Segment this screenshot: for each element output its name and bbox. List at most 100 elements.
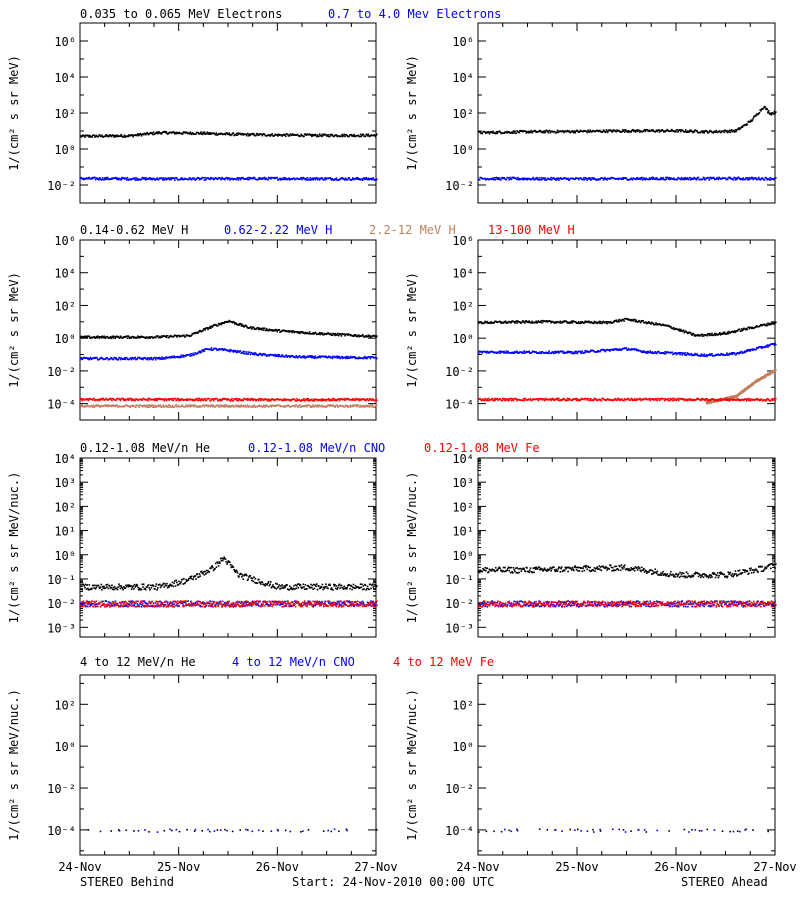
- data-point: [361, 335, 363, 337]
- data-point: [306, 405, 308, 408]
- data-point: [239, 406, 242, 408]
- data-point: [104, 337, 107, 340]
- data-point: [247, 353, 249, 355]
- data-point: [678, 352, 681, 354]
- data-point: [308, 355, 311, 357]
- y-tick-label: 10⁰: [54, 143, 76, 157]
- data-point: [563, 321, 565, 323]
- data-point: [694, 177, 697, 180]
- data-point: [275, 405, 277, 408]
- data-point: [654, 177, 657, 180]
- data-point: [202, 131, 204, 134]
- data-point: [171, 404, 174, 407]
- data-point: [326, 135, 329, 137]
- data-point: [276, 176, 278, 179]
- data-point: [604, 176, 606, 179]
- data-point: [672, 177, 675, 179]
- data-point: [276, 330, 278, 333]
- data-point: [487, 397, 490, 400]
- data-point: [313, 134, 316, 137]
- data-point: [541, 351, 544, 353]
- data-point: [286, 356, 288, 358]
- data-point: [509, 397, 512, 400]
- data-point: [208, 133, 211, 135]
- data-point: [202, 399, 205, 402]
- data-point: [636, 129, 638, 131]
- data-point: [688, 130, 691, 133]
- data-point: [312, 400, 314, 402]
- data-point: [246, 177, 249, 179]
- data-point: [149, 406, 151, 408]
- data-point: [748, 326, 750, 329]
- data-point: [222, 348, 224, 351]
- data-point: [731, 330, 734, 333]
- data-point: [478, 179, 481, 181]
- data-point: [605, 129, 608, 131]
- data-point: [755, 115, 757, 117]
- data-point: [258, 404, 261, 406]
- data-point: [721, 177, 723, 180]
- data-point: [217, 178, 219, 180]
- data-point: [251, 397, 254, 400]
- data-point: [323, 406, 326, 408]
- data-point: [125, 177, 127, 180]
- data-point: [553, 399, 556, 402]
- data-point: [769, 176, 771, 179]
- data-point: [556, 177, 558, 180]
- y-tick-label: 10⁶: [452, 234, 474, 248]
- data-point: [245, 352, 247, 355]
- data-point: [242, 399, 245, 402]
- data-point: [557, 350, 559, 353]
- data-point: [724, 129, 727, 132]
- data-point: [362, 357, 365, 360]
- data-point: [189, 131, 192, 133]
- data-point: [503, 397, 506, 400]
- data-point: [775, 177, 777, 179]
- data-point: [679, 330, 681, 332]
- data-point: [231, 397, 233, 400]
- data-point: [118, 357, 120, 359]
- data-point: [212, 404, 214, 406]
- data-point: [728, 129, 731, 131]
- data-point: [174, 133, 176, 135]
- data-point: [366, 178, 369, 181]
- data-point: [92, 406, 94, 408]
- data-point: [569, 350, 571, 353]
- data-point: [565, 130, 568, 133]
- data-point: [502, 350, 504, 353]
- data-point: [99, 177, 101, 179]
- data-point: [708, 354, 710, 356]
- data-point: [561, 130, 564, 132]
- data-point: [201, 133, 204, 136]
- data-point: [325, 355, 328, 358]
- data-point: [693, 131, 696, 133]
- data-point: [364, 178, 367, 180]
- data-point: [351, 405, 353, 408]
- data-point: [186, 399, 188, 402]
- data-point: [580, 351, 583, 353]
- data-point: [606, 179, 608, 181]
- data-point: [369, 398, 372, 400]
- data-point: [772, 113, 775, 115]
- data-point: [210, 349, 212, 351]
- data-point: [102, 397, 105, 400]
- data-point: [510, 321, 513, 323]
- data-point: [213, 178, 216, 180]
- data-point: [99, 406, 101, 408]
- data-point: [581, 350, 584, 352]
- data-point: [305, 177, 307, 180]
- data-point: [109, 336, 111, 339]
- data-point: [731, 353, 734, 356]
- data-point: [710, 130, 713, 132]
- data-point: [294, 406, 296, 408]
- data-point: [264, 178, 266, 181]
- data-point: [228, 132, 230, 134]
- data-point: [770, 179, 772, 181]
- data-point: [318, 135, 320, 138]
- data-point: [565, 321, 568, 323]
- data-point: [499, 320, 501, 323]
- data-point: [165, 179, 168, 181]
- data-point: [208, 404, 211, 407]
- data-point: [85, 398, 88, 400]
